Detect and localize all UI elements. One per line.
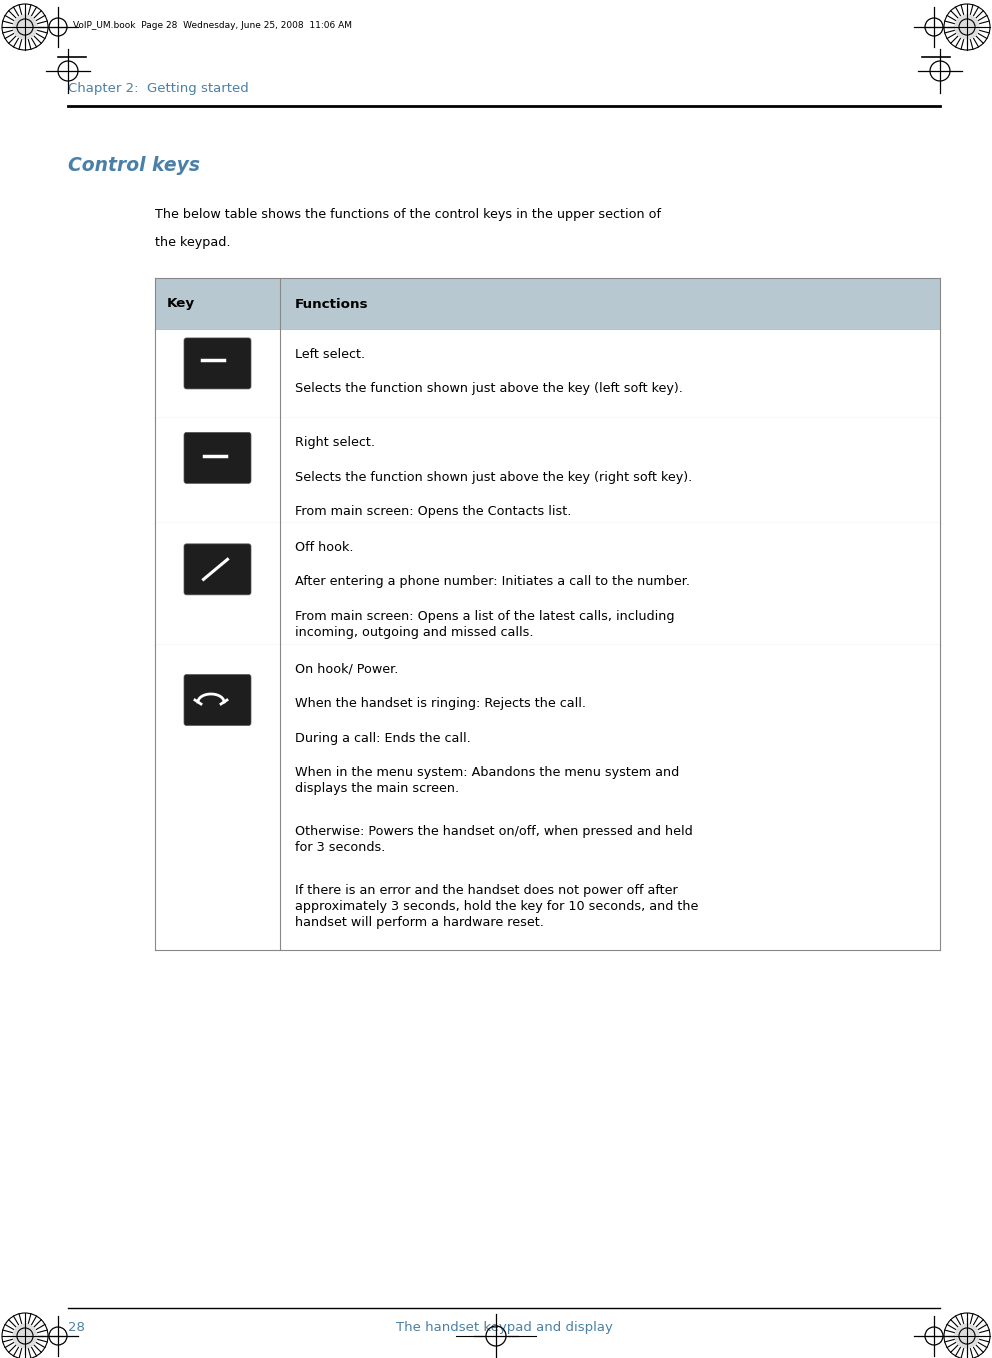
Circle shape: [955, 1324, 979, 1348]
Text: If there is an error and the handset does not power off after
approximately 3 se: If there is an error and the handset doe…: [295, 884, 698, 929]
Text: On hook/ Power.: On hook/ Power.: [295, 663, 399, 676]
Text: During a call: Ends the call.: During a call: Ends the call.: [295, 732, 471, 746]
Text: Otherwise: Powers the handset on/off, when pressed and held
for 3 seconds.: Otherwise: Powers the handset on/off, wh…: [295, 826, 692, 854]
Text: When in the menu system: Abandons the menu system and
displays the main screen.: When in the menu system: Abandons the me…: [295, 766, 680, 796]
Text: Selects the function shown just above the key (left soft key).: Selects the function shown just above th…: [295, 383, 682, 395]
Text: VoIP_UM.book  Page 28  Wednesday, June 25, 2008  11:06 AM: VoIP_UM.book Page 28 Wednesday, June 25,…: [73, 22, 352, 30]
Text: After entering a phone number: Initiates a call to the number.: After entering a phone number: Initiates…: [295, 576, 690, 588]
Text: Functions: Functions: [295, 297, 369, 311]
Text: Left select.: Left select.: [295, 348, 365, 361]
Bar: [155, 330, 940, 418]
Text: Control keys: Control keys: [68, 156, 200, 175]
Text: Selects the function shown just above the key (right soft key).: Selects the function shown just above th…: [295, 470, 692, 483]
FancyBboxPatch shape: [184, 543, 251, 595]
Bar: [155, 418, 940, 523]
Text: Key: Key: [167, 297, 195, 311]
Bar: [155, 645, 940, 951]
FancyBboxPatch shape: [184, 338, 251, 388]
Text: From main screen: Opens the Contacts list.: From main screen: Opens the Contacts lis…: [295, 505, 571, 517]
Text: The below table shows the functions of the control keys in the upper section of: The below table shows the functions of t…: [155, 208, 661, 221]
Bar: [155, 523, 940, 645]
Text: The handset keypad and display: The handset keypad and display: [396, 1321, 612, 1334]
Text: the keypad.: the keypad.: [155, 236, 230, 249]
Text: Off hook.: Off hook.: [295, 540, 353, 554]
FancyBboxPatch shape: [184, 675, 251, 725]
Text: When the handset is ringing: Rejects the call.: When the handset is ringing: Rejects the…: [295, 698, 586, 710]
Text: 28: 28: [68, 1321, 85, 1334]
Bar: [155, 278, 940, 330]
Circle shape: [13, 1324, 37, 1348]
Text: Right select.: Right select.: [295, 436, 375, 449]
Text: Chapter 2:  Getting started: Chapter 2: Getting started: [68, 81, 249, 95]
Circle shape: [955, 15, 979, 39]
Text: From main screen: Opens a list of the latest calls, including
incoming, outgoing: From main screen: Opens a list of the la…: [295, 610, 675, 640]
FancyBboxPatch shape: [184, 432, 251, 483]
Circle shape: [13, 15, 37, 39]
